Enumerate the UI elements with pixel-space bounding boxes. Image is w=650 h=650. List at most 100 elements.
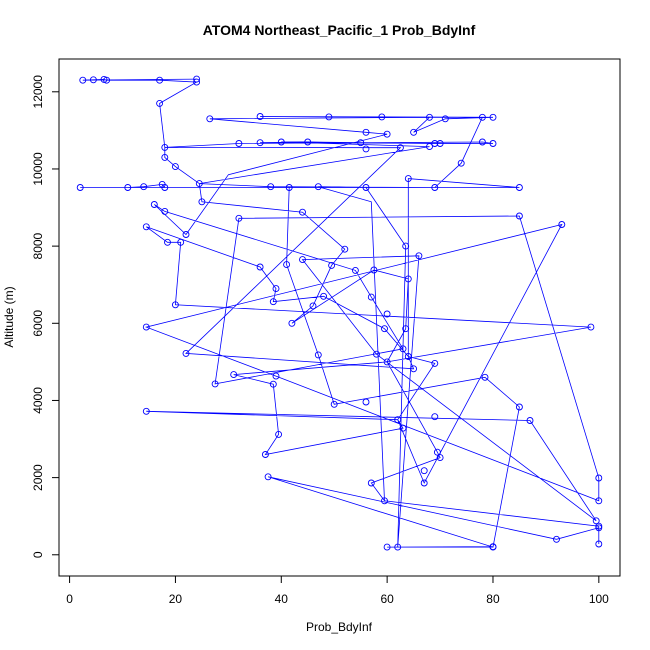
data-point xyxy=(230,371,238,379)
data-point xyxy=(410,365,418,373)
data-point xyxy=(269,380,277,388)
data-point xyxy=(261,451,269,458)
data-point xyxy=(515,403,523,411)
data-point xyxy=(299,256,306,264)
data-point xyxy=(558,221,566,228)
data-point xyxy=(420,467,428,475)
x-tick-label: 100 xyxy=(589,592,609,606)
data-point xyxy=(256,139,264,147)
data-point xyxy=(367,293,375,301)
y-tick-label: 12000 xyxy=(31,75,45,109)
data-point xyxy=(341,245,349,253)
data-point xyxy=(161,153,169,161)
data-point xyxy=(383,130,391,138)
data-point xyxy=(410,128,418,136)
data-point xyxy=(362,145,370,153)
data-point xyxy=(314,351,322,359)
data-point xyxy=(515,212,523,220)
data-point xyxy=(161,207,169,215)
data-point xyxy=(481,373,489,381)
data-point xyxy=(436,454,444,462)
data-point xyxy=(526,417,534,424)
data-point xyxy=(595,540,603,548)
data-point xyxy=(402,242,410,250)
x-tick-label: 60 xyxy=(380,592,394,606)
data-point xyxy=(362,398,370,406)
data-point xyxy=(426,113,433,121)
y-tick-label: 10000 xyxy=(31,152,45,186)
data-point xyxy=(515,184,523,191)
data-point xyxy=(431,140,439,147)
data-point xyxy=(195,180,203,188)
data-point xyxy=(383,310,391,318)
data-point xyxy=(182,231,190,238)
data-point xyxy=(320,292,328,300)
data-point xyxy=(275,430,283,438)
data-point xyxy=(161,184,169,191)
data-point xyxy=(235,140,243,147)
data-point xyxy=(211,380,219,388)
data-point xyxy=(304,138,312,146)
data-point xyxy=(394,416,402,424)
data-point xyxy=(362,184,370,191)
data-point xyxy=(592,517,600,525)
series-line xyxy=(80,78,600,548)
data-point xyxy=(478,138,486,146)
data-point xyxy=(156,76,164,84)
data-point xyxy=(351,266,359,274)
y-axis: 0 2000 4000 6000 8000 10000 12000 xyxy=(31,75,60,558)
data-point xyxy=(299,208,306,216)
data-point xyxy=(433,448,441,456)
data-point xyxy=(431,184,439,191)
data-point xyxy=(235,214,243,222)
data-point xyxy=(171,301,179,309)
data-point xyxy=(383,358,391,366)
data-point xyxy=(156,99,164,107)
data-point xyxy=(415,252,423,260)
data-point xyxy=(330,400,338,408)
data-point xyxy=(76,184,84,191)
data-point xyxy=(587,323,595,331)
data-point xyxy=(256,263,264,271)
data-point xyxy=(362,128,370,136)
data-point xyxy=(142,223,150,231)
x-tick-label: 80 xyxy=(486,592,500,606)
x-tick-label: 0 xyxy=(66,592,73,606)
data-point xyxy=(142,323,150,331)
data-point xyxy=(193,75,201,83)
data-point xyxy=(269,298,277,306)
data-point xyxy=(272,285,280,293)
data-point xyxy=(457,159,465,167)
y-axis-label: Altitude (m) xyxy=(2,286,16,347)
data-point xyxy=(595,497,603,505)
data-point xyxy=(177,238,185,246)
data-point xyxy=(161,143,169,151)
data-point xyxy=(595,524,603,532)
y-tick-label: 0 xyxy=(31,551,45,558)
data-point xyxy=(378,113,386,121)
data-point xyxy=(431,359,439,367)
data-point xyxy=(367,479,375,487)
data-point xyxy=(394,543,402,551)
data-point xyxy=(404,275,412,283)
x-tick-label: 40 xyxy=(275,592,289,606)
data-point xyxy=(193,78,201,86)
data-point xyxy=(283,261,291,269)
data-point xyxy=(79,76,87,84)
data-point xyxy=(140,183,148,191)
data-point xyxy=(328,261,336,269)
y-tick-label: 6000 xyxy=(31,310,45,337)
data-point xyxy=(426,143,433,151)
data-point xyxy=(420,479,428,487)
data-point xyxy=(164,238,171,246)
data-point xyxy=(103,76,111,84)
data-point xyxy=(309,302,317,310)
data-point xyxy=(402,325,410,333)
data-point xyxy=(489,113,497,121)
data-point xyxy=(182,349,190,357)
data-point xyxy=(436,140,444,147)
data-point xyxy=(431,413,439,421)
data-point xyxy=(553,535,560,543)
